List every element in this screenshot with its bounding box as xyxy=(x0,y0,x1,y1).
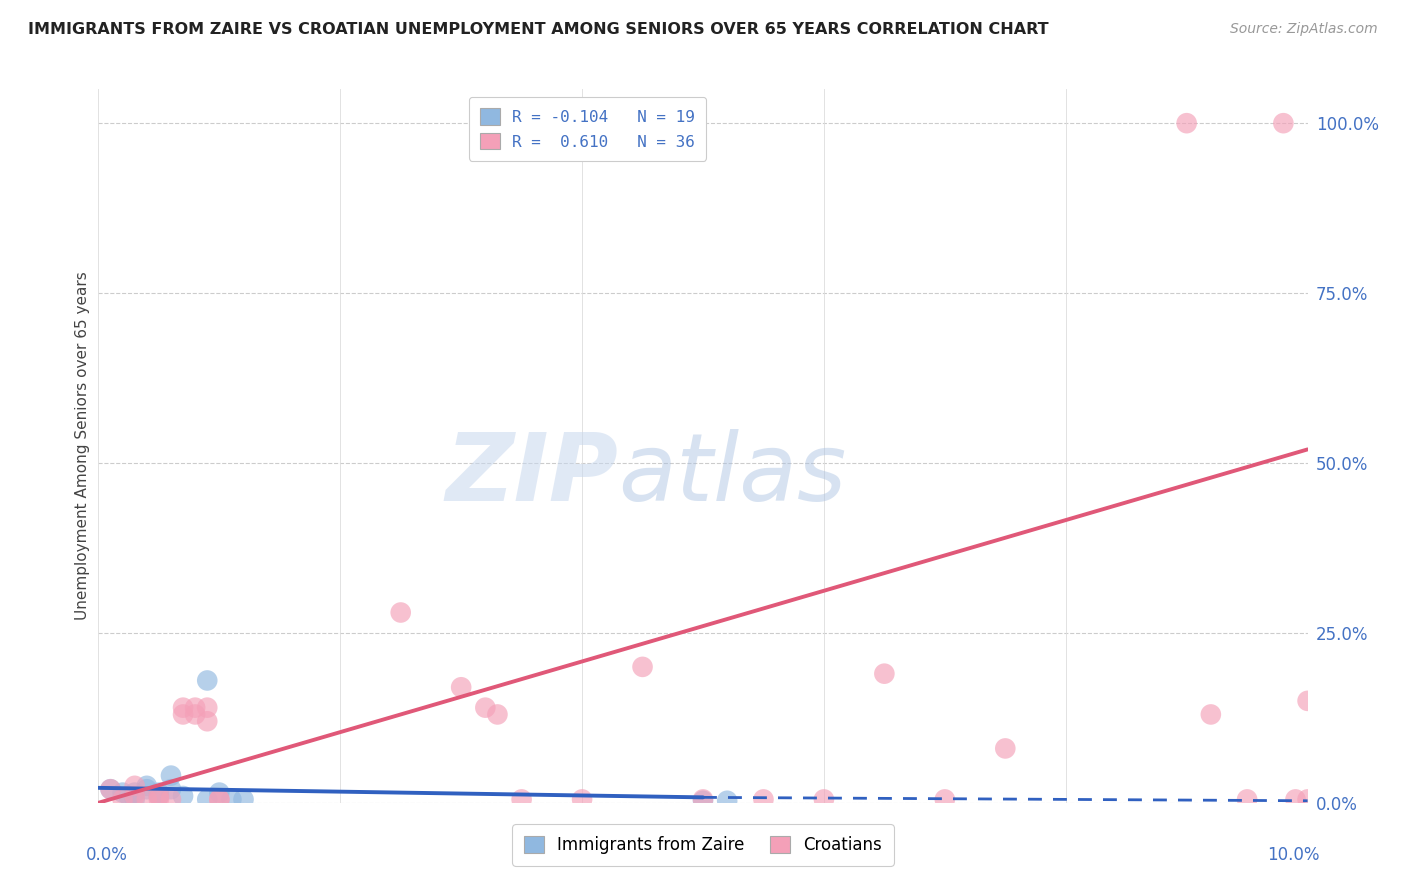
Point xyxy=(172,789,194,803)
Point xyxy=(124,786,146,800)
Point xyxy=(1296,694,1319,708)
Point xyxy=(208,786,231,800)
Point xyxy=(450,680,472,694)
Point xyxy=(124,792,146,806)
Point xyxy=(716,794,738,808)
Text: Source: ZipAtlas.com: Source: ZipAtlas.com xyxy=(1230,22,1378,37)
Point xyxy=(195,714,218,729)
Point xyxy=(1284,792,1306,806)
Point xyxy=(486,707,509,722)
Point xyxy=(1272,116,1295,130)
Point xyxy=(148,786,170,800)
Point xyxy=(118,789,141,803)
Point xyxy=(631,660,654,674)
Point xyxy=(172,700,194,714)
Point xyxy=(160,769,183,783)
Point xyxy=(148,789,170,803)
Point xyxy=(994,741,1017,756)
Point xyxy=(160,782,183,797)
Point xyxy=(692,794,714,808)
Y-axis label: Unemployment Among Seniors over 65 years: Unemployment Among Seniors over 65 years xyxy=(75,272,90,620)
Point xyxy=(100,782,122,797)
Point xyxy=(184,700,207,714)
Point xyxy=(135,792,157,806)
Point xyxy=(1199,707,1222,722)
Point xyxy=(124,779,146,793)
Point xyxy=(1175,116,1198,130)
Text: IMMIGRANTS FROM ZAIRE VS CROATIAN UNEMPLOYMENT AMONG SENIORS OVER 65 YEARS CORRE: IMMIGRANTS FROM ZAIRE VS CROATIAN UNEMPL… xyxy=(28,22,1049,37)
Point xyxy=(1236,792,1258,806)
Point xyxy=(124,789,146,803)
Point xyxy=(111,786,134,800)
Point xyxy=(184,707,207,722)
Point xyxy=(148,792,170,806)
Point xyxy=(752,792,775,806)
Point xyxy=(148,789,170,803)
Point xyxy=(208,792,231,806)
Text: 0.0%: 0.0% xyxy=(86,846,128,863)
Legend: Immigrants from Zaire, Croatians: Immigrants from Zaire, Croatians xyxy=(512,824,894,866)
Point xyxy=(195,792,218,806)
Point xyxy=(100,782,122,797)
Text: ZIP: ZIP xyxy=(446,428,619,521)
Text: 10.0%: 10.0% xyxy=(1267,846,1320,863)
Point xyxy=(135,779,157,793)
Point xyxy=(135,782,157,797)
Point xyxy=(474,700,496,714)
Point xyxy=(195,673,218,688)
Point xyxy=(813,792,835,806)
Point xyxy=(873,666,896,681)
Point xyxy=(510,792,533,806)
Point xyxy=(221,792,243,806)
Point xyxy=(232,792,254,806)
Point xyxy=(172,707,194,722)
Point xyxy=(111,792,134,806)
Point xyxy=(1296,792,1319,806)
Point xyxy=(208,792,231,806)
Point xyxy=(571,792,593,806)
Point xyxy=(160,792,183,806)
Text: atlas: atlas xyxy=(619,429,846,520)
Point xyxy=(934,792,956,806)
Point xyxy=(692,792,714,806)
Point xyxy=(195,700,218,714)
Point xyxy=(389,606,412,620)
